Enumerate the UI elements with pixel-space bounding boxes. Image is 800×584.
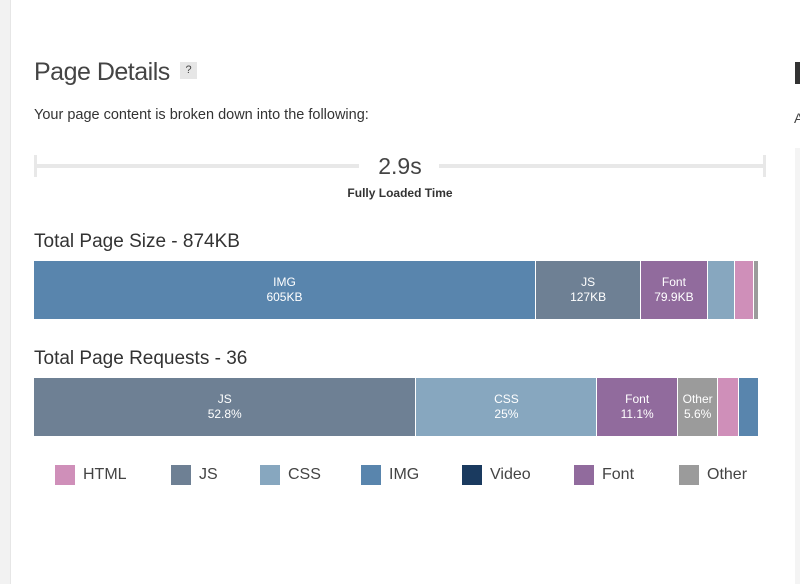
next-panel-edge — [795, 148, 800, 584]
segment-value: 11.1% — [620, 407, 654, 421]
legend-label: IMG — [389, 466, 420, 483]
segment-value: 52.8% — [207, 407, 242, 421]
legend-label: JS — [199, 466, 218, 483]
legend-item-css: CSS — [260, 465, 361, 485]
legend-swatch — [679, 465, 699, 485]
segment-name: IMG — [273, 275, 296, 289]
bar-segment-html[interactable] — [734, 261, 754, 319]
bar-segment-css[interactable]: CSS 25% — [416, 378, 598, 436]
segment-value: 605KB — [266, 290, 303, 304]
legend-swatch — [361, 465, 381, 485]
bar-segment-js[interactable]: JS 127KB — [535, 261, 642, 319]
legend-item-video: Video — [462, 465, 574, 485]
segment-value: 5.6% — [683, 407, 712, 421]
segment-name: JS — [581, 275, 596, 289]
segment-name: Font — [661, 275, 686, 289]
segment-name: Other — [682, 392, 713, 406]
legend-swatch — [171, 465, 191, 485]
legend-label: Video — [490, 466, 531, 483]
bar-segment-other[interactable] — [754, 261, 759, 319]
timeline-line-right — [439, 164, 766, 168]
bar-segment-font[interactable]: Font 79.9KB — [641, 261, 708, 319]
page-title-text: Page Details — [34, 58, 170, 86]
timeline-line-left — [34, 164, 359, 168]
legend-label: HTML — [83, 466, 127, 483]
segment-name: JS — [217, 392, 232, 406]
page-requests-bar: JS 52.8% CSS 25% Font 11.1% Other 5.6% — [34, 378, 759, 436]
page-size-title: Total Page Size - 874KB — [34, 231, 240, 252]
segment-value: 79.9KB — [654, 290, 694, 304]
timeline-end-cap — [763, 155, 766, 177]
page-requests-title: Total Page Requests - 36 — [34, 348, 248, 369]
left-border — [0, 0, 11, 584]
legend-swatch — [260, 465, 280, 485]
legend-swatch — [462, 465, 482, 485]
legend-item-html: HTML — [55, 465, 171, 485]
legend-label: Other — [707, 466, 748, 483]
legend-item-other: Other — [679, 465, 759, 485]
legend-swatch — [574, 465, 594, 485]
bar-segment-img[interactable]: IMG 605KB — [34, 261, 536, 319]
bar-segment-other[interactable]: Other 5.6% — [677, 378, 719, 436]
next-panel-subtitle-fragment: A — [794, 110, 800, 126]
bar-segment-font[interactable]: Font 11.1% — [597, 378, 678, 436]
next-panel-title-fragment — [795, 62, 800, 84]
legend: HTML JS CSS IMG Video Font Other — [55, 465, 759, 485]
legend-item-img: IMG — [361, 465, 462, 485]
bar-segment-img[interactable] — [738, 378, 759, 436]
legend-swatch — [55, 465, 75, 485]
legend-label: Font — [602, 466, 635, 483]
page-title: Page Details? — [34, 58, 197, 87]
help-icon[interactable]: ? — [179, 61, 197, 79]
fully-loaded-timeline: 2.9s — [34, 153, 766, 179]
page-size-bar: IMG 605KB JS 127KB Font 79.9KB — [34, 261, 759, 319]
segment-value: 127KB — [570, 290, 607, 304]
legend-item-font: Font — [574, 465, 679, 485]
bar-segment-js[interactable]: JS 52.8% — [34, 378, 417, 436]
legend-label: CSS — [288, 466, 321, 483]
legend-item-js: JS — [171, 465, 260, 485]
segment-name: Font — [625, 392, 650, 406]
bar-segment-css[interactable] — [707, 261, 735, 319]
fully-loaded-label: Fully Loaded Time — [347, 186, 453, 200]
segment-name: CSS — [494, 392, 519, 406]
page-subtitle: Your page content is broken down into th… — [34, 107, 369, 123]
segment-value: 25% — [494, 407, 519, 421]
bar-segment-html[interactable] — [718, 378, 739, 436]
fully-loaded-value: 2.9s — [378, 153, 422, 179]
